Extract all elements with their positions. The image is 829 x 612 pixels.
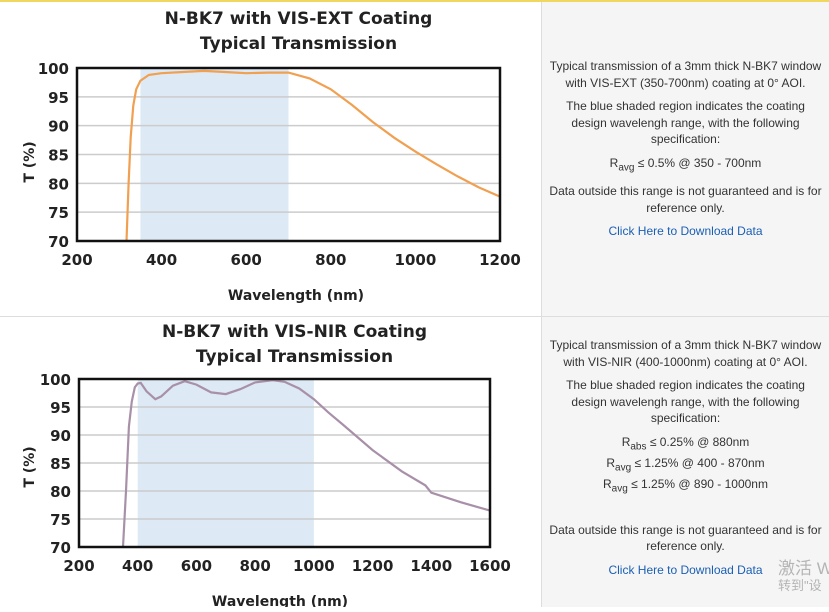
y-tick-label: 75 [48, 204, 69, 222]
x-tick-label: 1200 [352, 557, 394, 575]
spec-line: Ravg ≤ 1.25% @ 400 - 870nm [542, 455, 829, 476]
vis-ext-chart: N-BK7 with VIS-EXT Coating Typical Transm… [22, 9, 521, 304]
y-tick-label: 80 [50, 483, 71, 501]
description: Typical transmission of a 3mm thick N-BK… [549, 59, 822, 90]
y-tick-label: 95 [50, 399, 71, 417]
x-tick-label: 1000 [395, 251, 437, 269]
shaded-region-note: The blue shaded region indicates the coa… [566, 378, 805, 425]
x-tick-label: 1000 [293, 557, 335, 575]
x-tick-label: 400 [122, 557, 153, 575]
y-axis-label: T (%) [22, 446, 38, 487]
y-tick-label: 70 [50, 539, 71, 557]
transmission-curve [125, 69, 501, 242]
x-tick-label: 1600 [469, 557, 511, 575]
y-tick-label: 70 [48, 233, 69, 251]
spec-symbol: R [621, 434, 631, 449]
y-tick-label: 85 [48, 147, 69, 165]
download-data-link[interactable]: Click Here to Download Data [608, 562, 763, 577]
y-tick-label: 75 [50, 511, 71, 529]
y-tick-label: 100 [40, 371, 71, 389]
activation-watermark-sub: 转到"设 [778, 577, 822, 593]
vis-ext-info-panel: Typical transmission of a 3mm thick N-BK… [541, 2, 829, 316]
x-tick-label: 1200 [479, 251, 521, 269]
activation-watermark-box: 激活 W 转到"设 [778, 559, 829, 593]
spec-symbol: R [609, 155, 619, 170]
vis-nir-row: N-BK7 with VIS-NIR Coating Typical Transm… [0, 316, 829, 610]
description: Typical transmission of a 3mm thick N-BK… [549, 338, 822, 369]
transmission-curve [121, 378, 491, 548]
chart-title: Typical Transmission [196, 347, 393, 367]
spec-symbol: R [606, 455, 616, 470]
activation-watermark: 激活 W [778, 558, 829, 578]
x-tick-label: 200 [61, 251, 92, 269]
spec-sub: avg [618, 161, 635, 173]
spec-line: Ravg ≤ 0.5% @ 350 - 700nm [542, 155, 829, 177]
chart-title: N-BK7 with VIS-EXT Coating [165, 9, 433, 29]
vis-nir-info-panel: Typical transmission of a 3mm thick N-BK… [541, 317, 829, 607]
x-tick-label: 800 [315, 251, 346, 269]
shaded-region-note: The blue shaded region indicates the coa… [566, 99, 805, 146]
x-tick-label: 800 [239, 557, 270, 575]
plot-frame [77, 377, 492, 549]
x-tick-label: 200 [63, 557, 94, 575]
y-tick-label: 100 [38, 60, 69, 78]
spec-sub: avg [615, 462, 632, 474]
chart-title: Typical Transmission [200, 34, 397, 54]
x-tick-label: 600 [181, 557, 212, 575]
x-tick-label: 400 [146, 251, 177, 269]
disclaimer: Data outside this range is not guarantee… [549, 184, 822, 215]
spec-text: ≤ 1.25% @ 400 - 870nm [631, 455, 765, 470]
y-tick-label: 90 [48, 118, 69, 136]
x-axis-label: Wavelength (nm) [212, 594, 348, 607]
y-tick-label: 85 [50, 455, 71, 473]
spec-symbol: R [603, 477, 612, 492]
y-axis-label: T (%) [22, 141, 38, 182]
spec-text: ≤ 1.25% @ 890 - 1000nm [627, 477, 768, 492]
y-tick-label: 80 [48, 175, 69, 193]
download-data-link[interactable]: Click Here to Download Data [608, 224, 763, 239]
vis-ext-row: N-BK7 with VIS-EXT Coating Typical Transm… [0, 0, 829, 316]
spec-line: Rabs ≤ 0.25% @ 880nm [542, 434, 829, 455]
spec-text: ≤ 0.25% @ 880nm [646, 434, 750, 449]
x-tick-label: 1400 [410, 557, 452, 575]
spec-line: Ravg ≤ 1.25% @ 890 - 1000nm [542, 476, 829, 497]
chart-title: N-BK7 with VIS-NIR Coating [162, 322, 427, 342]
x-tick-label: 600 [231, 251, 262, 269]
vis-nir-chart: N-BK7 with VIS-NIR Coating Typical Transm… [22, 322, 511, 610]
plot-frame [75, 66, 502, 243]
y-tick-label: 90 [50, 427, 71, 445]
spec-sub: avg [611, 483, 628, 495]
x-axis-label: Wavelength (nm) [228, 288, 364, 304]
y-tick-label: 95 [48, 89, 69, 107]
spec-text: ≤ 0.5% @ 350 - 700nm [634, 155, 762, 170]
disclaimer: Data outside this range is not guarantee… [549, 522, 822, 554]
spec-sub: abs [630, 440, 647, 452]
